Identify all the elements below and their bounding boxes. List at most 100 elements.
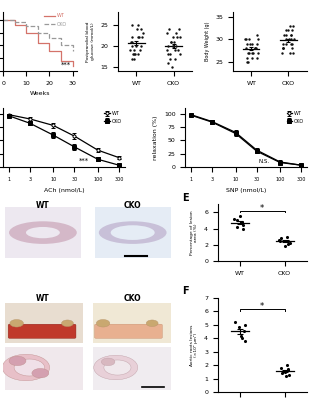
Point: [243, 45, 248, 52]
Text: CKO: CKO: [56, 22, 67, 27]
Point: [174, 30, 179, 36]
Point: [242, 322, 247, 328]
Point: [247, 41, 252, 47]
Legend: WT, CKO: WT, CKO: [286, 111, 304, 124]
Point: [176, 26, 181, 32]
Point: [286, 27, 290, 34]
Point: [137, 34, 142, 40]
Point: [280, 45, 285, 52]
Point: [135, 51, 140, 58]
Point: [288, 22, 293, 29]
Point: [286, 371, 291, 378]
Text: CKO: CKO: [124, 294, 141, 303]
Circle shape: [9, 221, 77, 244]
Point: [282, 242, 287, 249]
Point: [289, 32, 294, 38]
Point: [246, 50, 251, 56]
Point: [130, 38, 135, 45]
Y-axis label: Body Weight (g): Body Weight (g): [205, 22, 210, 61]
Point: [246, 59, 251, 65]
Point: [284, 41, 289, 47]
Point: [286, 367, 290, 374]
Point: [277, 237, 281, 243]
Circle shape: [32, 368, 49, 378]
Point: [245, 59, 250, 65]
Point: [253, 45, 258, 52]
Circle shape: [9, 356, 26, 366]
FancyBboxPatch shape: [5, 207, 81, 258]
Point: [289, 41, 294, 47]
Point: [285, 366, 290, 372]
Circle shape: [146, 320, 158, 326]
Point: [280, 370, 285, 376]
Point: [240, 335, 245, 341]
Point: [172, 47, 177, 53]
Legend: WT, CKO: WT, CKO: [104, 111, 122, 124]
Point: [134, 26, 139, 32]
Point: [241, 328, 246, 335]
Point: [290, 27, 294, 34]
Point: [277, 238, 282, 245]
Point: [247, 36, 252, 42]
Point: [167, 26, 172, 32]
Point: [129, 55, 134, 62]
Point: [290, 22, 295, 29]
Point: [289, 36, 294, 42]
Point: [241, 226, 246, 232]
Circle shape: [101, 358, 115, 366]
Point: [244, 41, 249, 47]
Text: N.S.: N.S.: [258, 159, 269, 164]
Point: [255, 32, 259, 38]
Point: [250, 41, 255, 47]
Point: [281, 41, 286, 47]
Point: [284, 234, 289, 240]
Point: [287, 240, 292, 246]
Point: [232, 319, 237, 325]
Point: [285, 241, 290, 247]
Point: [250, 50, 255, 56]
Point: [232, 216, 237, 222]
Point: [168, 55, 173, 62]
Point: [284, 373, 289, 379]
Text: WT: WT: [36, 294, 50, 303]
Point: [285, 362, 290, 368]
Point: [279, 364, 284, 371]
Point: [168, 38, 173, 45]
Point: [165, 47, 170, 53]
Point: [140, 30, 145, 36]
Point: [131, 51, 136, 58]
Point: [242, 338, 247, 344]
Point: [279, 50, 284, 56]
Text: ***: ***: [61, 62, 71, 68]
Point: [239, 332, 244, 339]
Point: [241, 221, 246, 228]
Circle shape: [14, 359, 45, 376]
Point: [177, 51, 182, 58]
Point: [250, 54, 255, 61]
Point: [175, 47, 180, 53]
Point: [253, 45, 258, 52]
Point: [291, 50, 296, 56]
Point: [171, 34, 176, 40]
Point: [290, 45, 294, 52]
Point: [135, 34, 140, 40]
Point: [130, 34, 135, 40]
Point: [165, 30, 170, 36]
Y-axis label: relaxation (%): relaxation (%): [153, 116, 158, 160]
Point: [286, 238, 291, 244]
Point: [255, 50, 260, 56]
Point: [133, 43, 138, 49]
Point: [169, 64, 174, 70]
Circle shape: [94, 355, 138, 380]
Bar: [93, 347, 171, 390]
Y-axis label: Percentage of lesion
area (%): Percentage of lesion area (%): [190, 210, 198, 255]
Point: [243, 36, 248, 42]
Bar: [93, 302, 171, 343]
Point: [140, 34, 145, 40]
Point: [234, 217, 239, 224]
Point: [234, 224, 239, 230]
Point: [289, 32, 294, 38]
Point: [137, 47, 142, 53]
Circle shape: [104, 360, 131, 375]
Circle shape: [2, 354, 50, 381]
